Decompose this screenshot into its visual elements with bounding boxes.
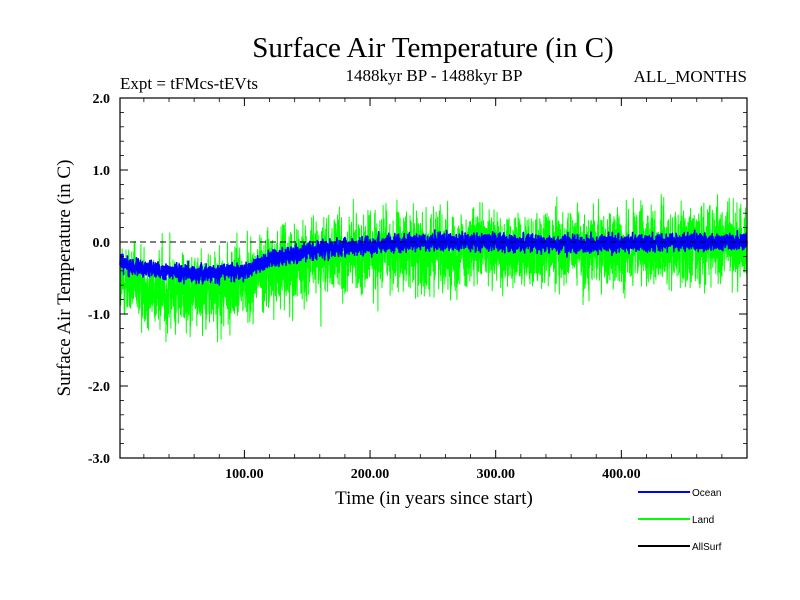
x-axis-label: Time (in years since start) xyxy=(335,488,533,509)
y-axis-label: Surface Air Temperature (in C) xyxy=(54,160,75,397)
experiment-label: Expt = tFMcs-tEVts xyxy=(120,74,258,93)
legend-label-allsurf: AllSurf xyxy=(692,542,722,553)
period-label: 1488kyr BP - 1488kyr BP xyxy=(346,66,523,85)
legend-label-land: Land xyxy=(692,515,714,526)
months-label: ALL_MONTHS xyxy=(634,67,747,86)
legend: Ocean Land AllSurf xyxy=(638,488,722,553)
chart-title: Surface Air Temperature (in C) xyxy=(252,32,613,64)
x-axis: 100.00 200.00 300.00 400.00 xyxy=(143,98,723,482)
x-tick-label: 100.00 xyxy=(225,467,264,482)
y-tick-label: 1.0 xyxy=(93,164,111,179)
x-tick-label: 300.00 xyxy=(476,467,515,482)
y-tick-label: -1.0 xyxy=(88,308,110,323)
y-tick-label: -2.0 xyxy=(88,380,110,395)
x-tick-label: 400.00 xyxy=(602,467,641,482)
x-tick-label: 200.00 xyxy=(351,467,390,482)
y-tick-label: 2.0 xyxy=(93,92,111,107)
plot-series-group xyxy=(119,193,748,343)
legend-label-ocean: Ocean xyxy=(692,488,721,499)
series-line-land xyxy=(119,193,748,343)
y-axis: 2.0 1.0 0.0 -1.0 -2.0 -3.0 xyxy=(88,92,747,467)
y-tick-label: -3.0 xyxy=(88,452,110,467)
y-tick-label: 0.0 xyxy=(93,236,111,251)
plot-frame xyxy=(119,97,748,459)
